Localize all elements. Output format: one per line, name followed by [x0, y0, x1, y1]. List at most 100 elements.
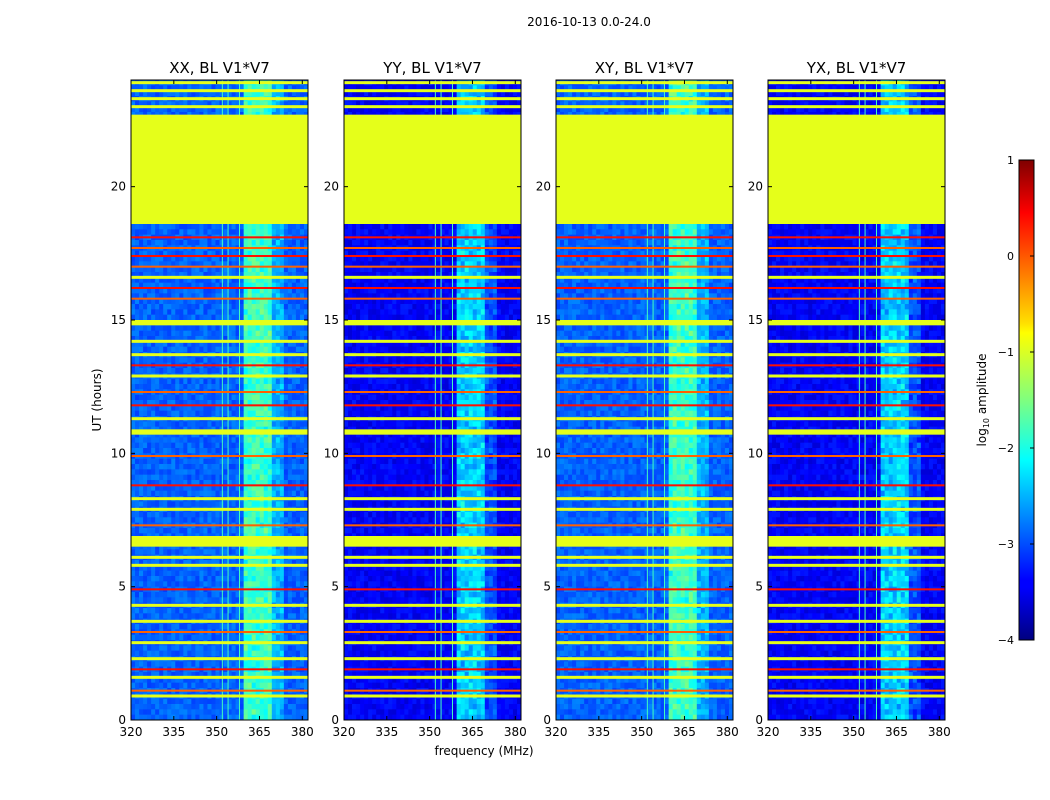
heatmap-cell — [135, 421, 139, 427]
heatmap-cell — [163, 304, 167, 310]
heatmap-cell — [131, 395, 135, 401]
heatmap-cell — [203, 229, 207, 235]
heatmap-cell — [256, 384, 260, 390]
heatmap-cell — [143, 384, 147, 390]
heatmap-cell — [199, 411, 203, 417]
heatmap-cell — [139, 501, 143, 507]
heatmap-cell — [135, 357, 139, 363]
heatmap-cell — [171, 501, 175, 507]
heatmap-cell — [171, 224, 175, 230]
heatmap-cell — [207, 384, 211, 390]
heatmap-cell — [276, 421, 280, 427]
heatmap-cell — [151, 304, 155, 310]
heatmap-cell — [151, 224, 155, 230]
heatmap-cell — [183, 357, 187, 363]
heatmap-cell — [183, 309, 187, 315]
heatmap-cell — [147, 469, 151, 475]
heatmap-cell — [155, 379, 159, 385]
heatmap-cell — [215, 501, 219, 507]
heatmap-cell — [280, 309, 284, 315]
heatmap-cell — [147, 576, 151, 582]
heatmap-cell — [288, 464, 292, 470]
heatmap-cell — [264, 512, 268, 518]
heatmap-cell — [272, 224, 276, 230]
heatmap-cell — [260, 512, 264, 518]
heatmap-cell — [167, 304, 171, 310]
heatmap-cell — [256, 240, 260, 246]
heatmap-cell — [288, 395, 292, 401]
heatmap-cell — [272, 304, 276, 310]
heatmap-cell — [183, 501, 187, 507]
heatmap-cell — [264, 368, 268, 374]
heatmap-cell — [284, 501, 288, 507]
heatmap-cell — [268, 347, 272, 353]
heatmap-cell — [256, 229, 260, 235]
heatmap-cell — [288, 331, 292, 337]
heatmap-cell — [288, 437, 292, 443]
heatmap-cell — [171, 379, 175, 385]
heatmap-cell — [143, 368, 147, 374]
heatmap-cell — [224, 357, 228, 363]
heatmap-cell — [187, 491, 191, 497]
heatmap-cell — [248, 437, 252, 443]
heatmap-cell — [292, 501, 296, 507]
heatmap-cell — [232, 309, 236, 315]
heatmap-cell — [272, 517, 276, 523]
heatmap-cell — [167, 448, 171, 454]
heatmap-cell — [159, 229, 163, 235]
heatmap-cell — [248, 501, 252, 507]
heatmap-cell — [224, 443, 228, 449]
heatmap-cell — [199, 517, 203, 523]
heatmap-cell — [147, 357, 151, 363]
heatmap-cell — [175, 411, 179, 417]
heatmap-cell — [183, 421, 187, 427]
heatmap-cell — [284, 512, 288, 518]
heatmap-cell — [131, 368, 135, 374]
heatmap-cell — [296, 475, 300, 481]
heatmap-cell — [155, 469, 159, 475]
heatmap-cell — [284, 443, 288, 449]
heatmap-cell — [179, 576, 183, 582]
heatmap-cell — [179, 379, 183, 385]
heatmap-cell — [143, 411, 147, 417]
heatmap-cell — [215, 229, 219, 235]
heatmap-cell — [211, 549, 215, 555]
heatmap-cell — [256, 464, 260, 470]
heatmap-cell — [203, 437, 207, 443]
heatmap-cell — [199, 395, 203, 401]
heatmap-cell — [211, 325, 215, 331]
heatmap-cell — [248, 421, 252, 427]
heatmap-cell — [240, 501, 244, 507]
heatmap-cell — [195, 240, 199, 246]
heatmap-cell — [220, 304, 224, 310]
heatmap-cell — [171, 384, 175, 390]
heatmap-cell — [224, 395, 228, 401]
heatmap-cell — [248, 469, 252, 475]
heatmap-cell — [159, 309, 163, 315]
heatmap-cell — [207, 309, 211, 315]
heatmap-cell — [248, 571, 252, 577]
heatmap-cell — [264, 464, 268, 470]
heatmap-cell — [175, 549, 179, 555]
heatmap-cell — [135, 325, 139, 331]
heatmap-cell — [167, 517, 171, 523]
heatmap-cell — [215, 459, 219, 465]
heatmap-cell — [171, 347, 175, 353]
heatmap-cell — [280, 240, 284, 246]
heatmap-cell — [260, 491, 264, 497]
heatmap-cell — [175, 448, 179, 454]
heatmap-cell — [296, 395, 300, 401]
heatmap-cell — [272, 469, 276, 475]
heatmap-cell — [252, 368, 256, 374]
heatmap-cell — [240, 448, 244, 454]
heatmap-cell — [183, 347, 187, 353]
heatmap-cell — [300, 464, 304, 470]
heatmap-cell — [199, 464, 203, 470]
heatmap-cell — [187, 331, 191, 337]
heatmap-cell — [139, 315, 143, 321]
heatmap-cell — [147, 517, 151, 523]
heatmap-cell — [276, 517, 280, 523]
heatmap-cell — [252, 421, 256, 427]
heatmap-cell — [272, 491, 276, 497]
heatmap-cell — [199, 224, 203, 230]
